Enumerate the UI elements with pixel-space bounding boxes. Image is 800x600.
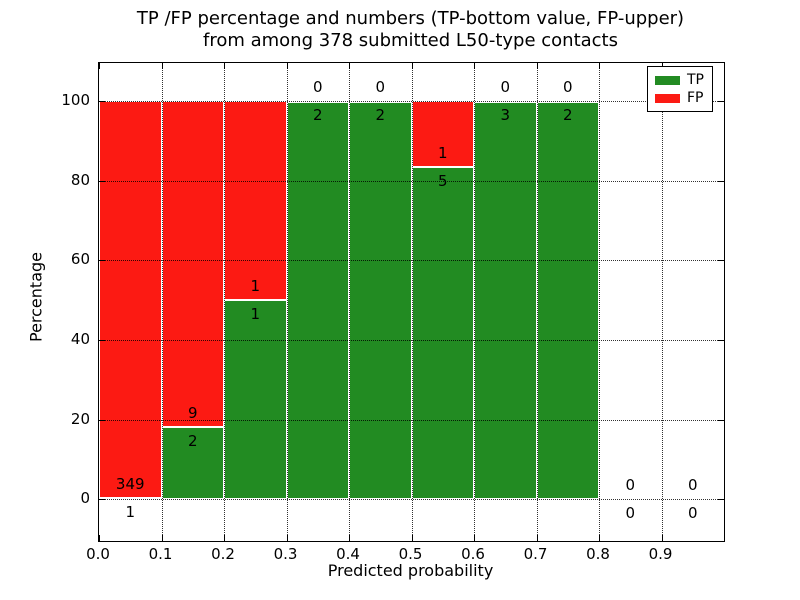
v-gridline (224, 63, 225, 541)
x-tick-mark (599, 535, 600, 541)
y-tick-mark (718, 180, 724, 182)
fp-count-label: 9 (187, 403, 198, 422)
chart-title-line1: TP /FP percentage and numbers (TP-bottom… (136, 8, 685, 29)
bar-segment-tp (161, 426, 224, 500)
y-tick-label: 80 (70, 170, 90, 189)
v-gridline (161, 63, 163, 541)
y-tick-mark (718, 260, 724, 262)
x-tick-label: 0.5 (398, 545, 423, 563)
x-tick-label: 0.0 (86, 545, 110, 563)
x-tick-mark (99, 63, 100, 69)
y-tick-mark (718, 499, 724, 501)
x-tick-mark (286, 535, 288, 541)
v-gridline (599, 63, 600, 541)
bar-segment-tp (474, 100, 537, 500)
x-tick-mark (161, 535, 163, 541)
x-tick-label: 0.1 (148, 545, 173, 563)
fp-count-label: 1 (437, 144, 448, 163)
legend-row-fp: FP (655, 91, 705, 105)
fp-count-label: 0 (687, 476, 698, 495)
tp-count-label: 5 (437, 172, 448, 191)
tp-count-label: 2 (562, 105, 573, 124)
v-gridline (536, 63, 538, 541)
bar-segment-tp (224, 300, 287, 500)
v-gridline (661, 63, 663, 541)
fp-count-label: 0 (625, 476, 636, 495)
legend: TP FP (647, 66, 713, 112)
x-tick-label: 0.8 (586, 545, 610, 563)
y-tick-mark (718, 419, 724, 421)
y-tick-mark (718, 100, 724, 102)
v-gridline (474, 63, 475, 541)
x-tick-mark (536, 535, 538, 541)
y-tick-mark (99, 499, 105, 501)
y-tick-mark (718, 339, 724, 341)
x-tick-mark (536, 63, 538, 69)
tp-count-label: 2 (187, 431, 198, 450)
y-tick-label: 20 (70, 409, 90, 428)
v-gridline (349, 63, 350, 541)
tp-count-label: 1 (250, 304, 261, 323)
y-tick-mark (99, 339, 105, 341)
x-tick-mark (99, 535, 100, 541)
x-tick-mark (224, 63, 225, 69)
bar-segment-tp (411, 167, 474, 500)
tp-count-label: 2 (312, 105, 323, 124)
x-tick-mark (224, 535, 225, 541)
fp-count-label: 0 (375, 77, 386, 96)
y-tick-label: 100 (61, 90, 90, 109)
v-gridline (411, 63, 413, 541)
chart-title-line2: from among 378 submitted L50-type contac… (202, 30, 618, 51)
x-tick-mark (411, 63, 413, 69)
fp-count-label: 0 (312, 77, 323, 96)
tp-count-label: 0 (687, 504, 698, 523)
bar-segment-tp (349, 100, 412, 500)
x-tick-mark (474, 63, 475, 69)
x-tick-mark (661, 535, 663, 541)
y-tick-label: 0 (80, 489, 90, 508)
x-tick-label: 0.6 (461, 545, 485, 563)
bar-segment-tp (536, 100, 599, 500)
y-tick-label: 60 (70, 250, 90, 269)
y-tick-mark (99, 180, 105, 182)
fp-count-label: 0 (500, 77, 511, 96)
legend-label-tp: TP (687, 72, 704, 88)
x-tick-label: 0.9 (648, 545, 673, 563)
fp-count-label: 1 (250, 277, 261, 296)
x-tick-label: 0.3 (273, 545, 298, 563)
chart-title: TP /FP percentage and numbers (TP-bottom… (98, 8, 723, 52)
y-tick-mark (99, 260, 105, 262)
y-tick-label: 40 (70, 329, 90, 348)
x-tick-mark (349, 535, 350, 541)
x-tick-label: 0.7 (523, 545, 548, 563)
x-tick-mark (161, 63, 163, 69)
bar-segment-fp (161, 100, 224, 427)
fp-count-label: 349 (115, 475, 145, 494)
bar-segment-tp (286, 100, 349, 500)
legend-label-fp: FP (687, 90, 704, 106)
y-tick-mark (99, 100, 105, 102)
tp-count-label: 3 (500, 105, 511, 124)
x-tick-label: 0.4 (336, 545, 360, 563)
tp-count-label: 2 (375, 105, 386, 124)
tp-count-label: 0 (625, 504, 636, 523)
bar-segment-fp (224, 100, 287, 300)
x-tick-mark (474, 535, 475, 541)
x-tick-mark (349, 63, 350, 69)
x-tick-label: 0.2 (211, 545, 235, 563)
tp-count-label: 1 (125, 502, 136, 521)
x-axis-label: Predicted probability (327, 561, 494, 580)
y-tick-mark (99, 419, 105, 421)
v-gridline (286, 63, 288, 541)
legend-swatch-tp (655, 75, 680, 85)
legend-swatch-fp (655, 93, 680, 103)
x-tick-mark (286, 63, 288, 69)
bar-segment-fp (99, 100, 162, 499)
legend-row-tp: TP (655, 73, 705, 87)
x-tick-mark (599, 63, 600, 69)
plot-area: 349 1 9 2 1 1 0 2 0 2 1 5 0 3 0 2 0 0 0 0 (98, 62, 725, 542)
x-tick-mark (411, 535, 413, 541)
fp-count-label: 0 (562, 77, 573, 96)
